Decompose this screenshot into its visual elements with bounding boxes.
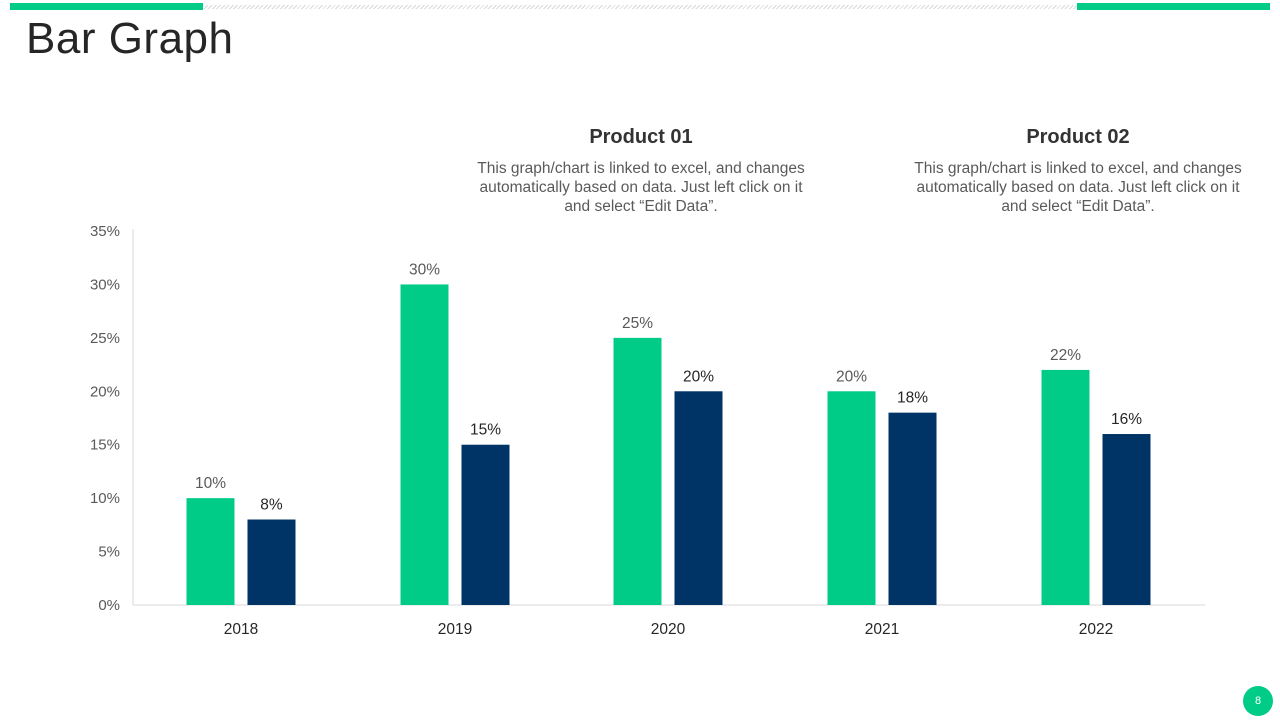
y-tick-label: 25% [90,330,120,347]
legend-product-02: Product 02 This graph/chart is linked to… [908,126,1248,216]
x-tick-label: 2019 [438,621,472,638]
bar-product-02 [1102,434,1151,605]
bar-product-02 [674,391,723,605]
top-divider-pattern [203,5,1077,9]
bar-product-01 [400,284,449,605]
top-accent-bar-left [10,3,203,10]
legend-product-02-title: Product 02 [1026,126,1130,148]
data-label: 22% [1050,347,1081,364]
data-label: 15% [470,422,501,439]
page-title: Bar Graph [26,14,234,63]
data-label: 30% [409,261,440,278]
data-label: 10% [195,475,226,492]
bar-product-01 [613,337,662,605]
legend-product-01-title: Product 01 [589,126,693,148]
y-tick-label: 15% [90,437,120,454]
data-label: 20% [836,368,867,385]
bar-product-01 [827,391,876,605]
x-tick-label: 2022 [1079,621,1113,638]
legend-product-01-description: This graph/chart is linked to excel, and… [477,160,805,215]
legend-product-02-description: This graph/chart is linked to excel, and… [914,160,1242,215]
x-tick-label: 2020 [651,621,686,638]
page-number-badge: 8 [1243,686,1273,716]
y-tick-label: 10% [90,490,120,507]
x-tick-label: 2018 [224,621,258,638]
data-label: 16% [1111,411,1142,428]
bar-product-01 [186,498,235,605]
x-tick-label: 2021 [865,621,899,638]
data-label: 18% [897,390,928,407]
data-label: 25% [622,315,653,332]
y-tick-label: 30% [90,276,120,293]
data-label: 8% [260,497,283,514]
bar-product-01 [1041,369,1090,605]
top-accent-bar-right [1077,3,1270,10]
y-tick-label: 35% [90,223,120,240]
bar-product-02 [247,519,296,605]
data-label: 20% [683,368,714,385]
bar-product-02 [461,444,510,605]
y-tick-label: 0% [98,597,120,614]
y-tick-label: 5% [98,544,120,561]
legend-product-01: Product 01 This graph/chart is linked to… [471,126,811,216]
bar-product-02 [888,412,937,605]
y-tick-label: 20% [90,383,120,400]
